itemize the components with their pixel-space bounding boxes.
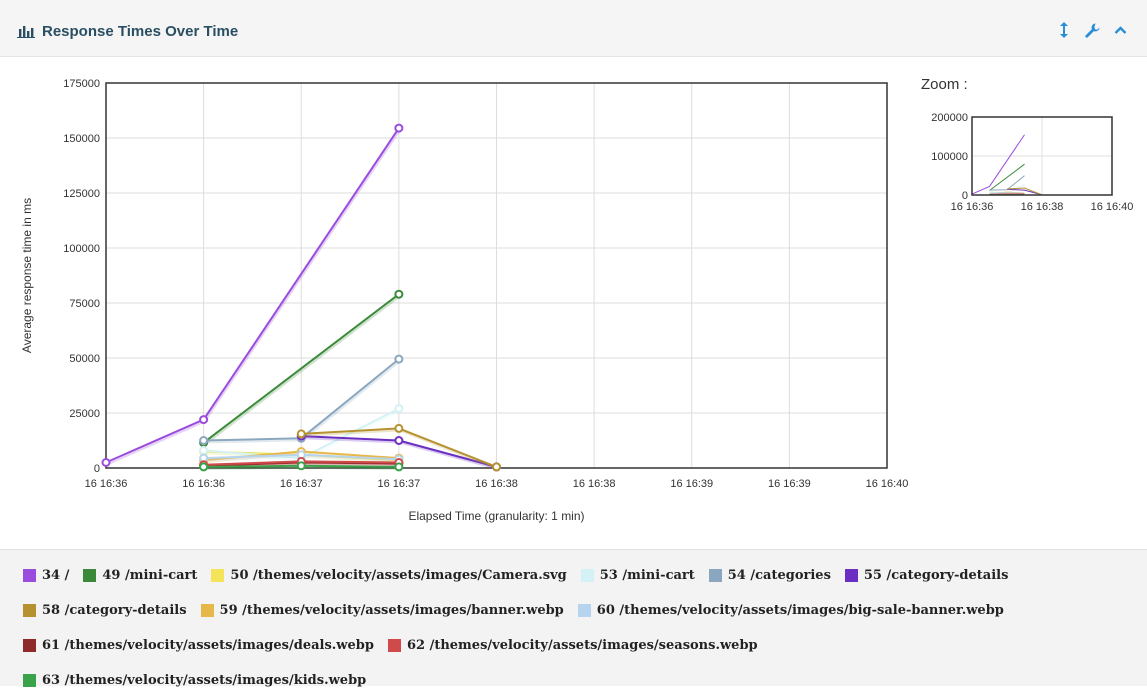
legend-label: 58 /category-details (42, 603, 187, 618)
y-tick-label: 175000 (63, 78, 100, 90)
zoom-y-tick-label: 100000 (931, 151, 968, 163)
data-point (200, 447, 207, 454)
zoom-x-tick-label: 16 16:40 (1091, 201, 1134, 213)
legend-label: 49 /mini-cart (102, 568, 197, 583)
legend-swatch (23, 604, 36, 617)
y-axis-label: Average response time in ms (20, 198, 34, 353)
x-tick-label: 16 16:40 (866, 478, 909, 490)
legend-swatch (709, 569, 722, 582)
data-point (103, 459, 110, 466)
x-tick-label: 16 16:36 (85, 478, 128, 490)
legend-swatch (845, 569, 858, 582)
data-point (200, 416, 207, 423)
legend-swatch (211, 569, 224, 582)
legend-item[interactable]: 59 /themes/velocity/assets/images/banner… (201, 602, 564, 619)
legend-swatch (201, 604, 214, 617)
data-point (493, 463, 500, 470)
legend-label: 53 /mini-cart (600, 568, 695, 583)
legend-item[interactable]: 63 /themes/velocity/assets/images/kids.w… (23, 672, 366, 689)
x-tick-label: 16 16:38 (475, 478, 518, 490)
chevron-up-icon[interactable] (1111, 21, 1129, 39)
wrench-icon[interactable] (1083, 21, 1101, 39)
x-tick-label: 16 16:39 (670, 478, 713, 490)
legend-label: 60 /themes/velocity/assets/images/big-sa… (597, 603, 1004, 618)
legend-label: 63 /themes/velocity/assets/images/kids.w… (42, 673, 366, 688)
legend-label: 61 /themes/velocity/assets/images/deals.… (42, 638, 374, 653)
panel-header: Response Times Over Time (0, 0, 1147, 57)
x-tick-label: 16 16:37 (377, 478, 420, 490)
chart-legend: 34 / 49 /mini-cart 50 /themes/velocity/ass… (0, 549, 1147, 686)
legend-swatch (581, 569, 594, 582)
legend-item[interactable]: 49 /mini-cart (83, 567, 197, 584)
y-tick-label: 150000 (63, 133, 100, 145)
legend-label: 54 /categories (728, 568, 831, 583)
data-point (200, 437, 207, 444)
legend-item[interactable]: 58 /category-details (23, 602, 187, 619)
data-point (395, 463, 402, 470)
legend-label: 34 / (42, 568, 69, 583)
y-tick-label: 75000 (69, 298, 100, 310)
legend-item[interactable]: 55 /category-details (845, 567, 1009, 584)
panel-title: Response Times Over Time (42, 23, 238, 40)
legend-item[interactable]: 54 /categories (709, 567, 831, 584)
data-point (200, 463, 207, 470)
x-tick-label: 16 16:39 (768, 478, 811, 490)
legend-swatch (23, 639, 36, 652)
data-point (395, 291, 402, 298)
y-tick-label: 125000 (63, 188, 100, 200)
data-point (395, 125, 402, 132)
x-axis-label: Elapsed Time (granularity: 1 min) (408, 509, 584, 523)
legend-item[interactable]: 53 /mini-cart (581, 567, 695, 584)
zoom-y-tick-label: 200000 (931, 112, 968, 124)
y-tick-label: 0 (94, 463, 100, 475)
zoom-x-tick-label: 16 16:36 (951, 201, 994, 213)
legend-swatch (23, 569, 36, 582)
bar-chart-icon (17, 25, 35, 38)
data-point (298, 462, 305, 469)
zoom-x-tick-label: 16 16:38 (1021, 201, 1064, 213)
vertical-arrows-icon[interactable] (1055, 21, 1073, 39)
y-tick-label: 100000 (63, 243, 100, 255)
x-tick-label: 16 16:36 (182, 478, 225, 490)
legend-item[interactable]: 34 / (23, 567, 69, 584)
legend-item[interactable]: 62 /themes/velocity/assets/images/season… (388, 637, 758, 654)
legend-item[interactable]: 61 /themes/velocity/assets/images/deals.… (23, 637, 374, 654)
x-tick-label: 16 16:38 (573, 478, 616, 490)
legend-label: 55 /category-details (864, 568, 1009, 583)
data-point (395, 356, 402, 363)
data-point (395, 425, 402, 432)
data-point (395, 405, 402, 412)
legend-label: 62 /themes/velocity/assets/images/season… (407, 638, 758, 653)
legend-swatch (23, 674, 36, 687)
zoom-label: Zoom : (921, 76, 968, 93)
legend-swatch (83, 569, 96, 582)
legend-label: 59 /themes/velocity/assets/images/banner… (220, 603, 564, 618)
legend-swatch (388, 639, 401, 652)
legend-swatch (578, 604, 591, 617)
legend-item[interactable]: 50 /themes/velocity/assets/images/Camera… (211, 567, 566, 584)
x-tick-label: 16 16:37 (280, 478, 323, 490)
legend-item[interactable]: 60 /themes/velocity/assets/images/big-sa… (578, 602, 1004, 619)
data-point (395, 437, 402, 444)
data-point (298, 430, 305, 437)
legend-label: 50 /themes/velocity/assets/images/Camera… (230, 568, 566, 583)
y-tick-label: 50000 (69, 353, 100, 365)
y-tick-label: 25000 (69, 408, 100, 420)
